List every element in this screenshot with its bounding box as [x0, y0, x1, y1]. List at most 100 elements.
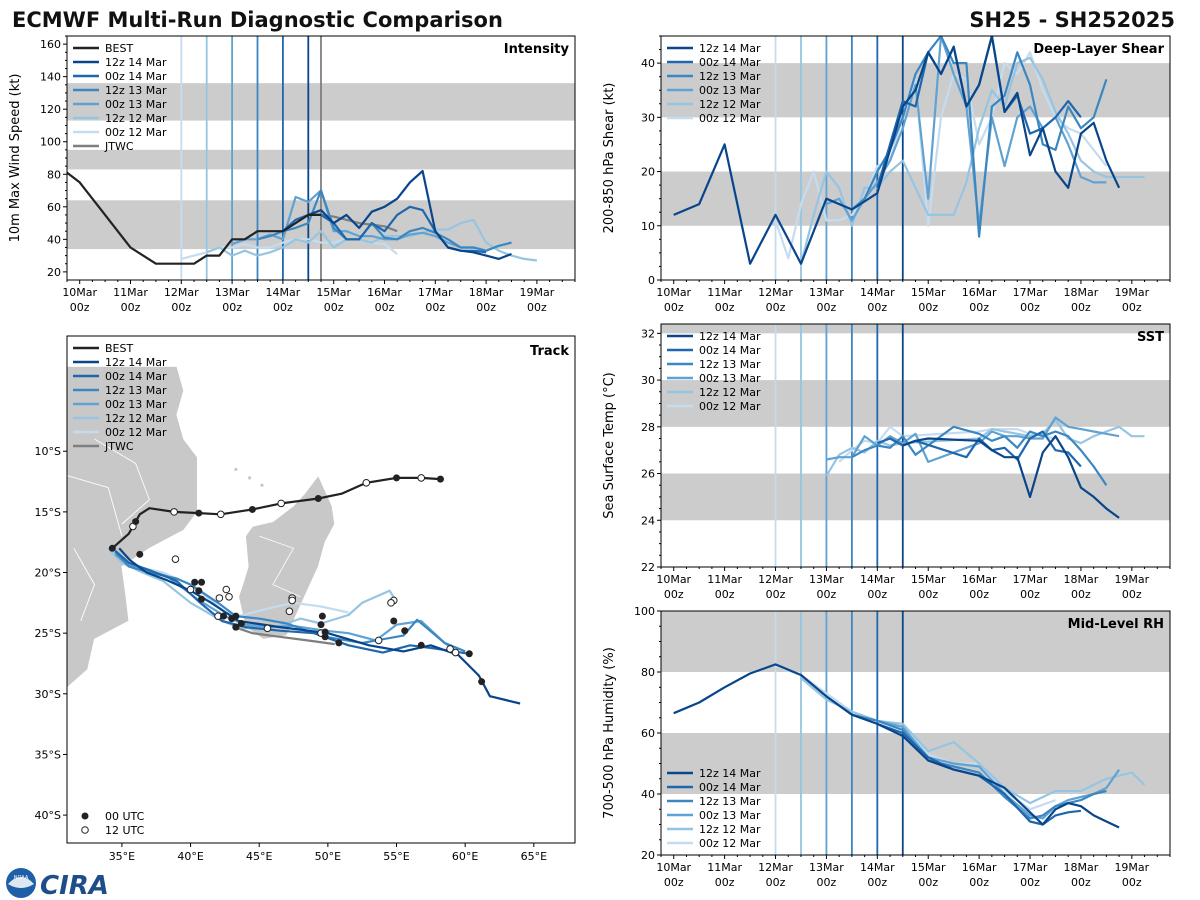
land-island: [248, 476, 252, 480]
noaa-wave-icon: [8, 877, 34, 888]
x-tick-label-day: 13Mar: [809, 573, 844, 586]
x-tick-label-day: 16Mar: [367, 286, 402, 299]
legend-label: 00z 14 Mar: [699, 56, 761, 69]
x-tick-label-hour: 00z: [121, 301, 141, 314]
x-tick-label-hour: 00z: [867, 588, 887, 601]
lat-tick-label: 10°S: [35, 445, 61, 458]
land-island: [260, 483, 264, 487]
legend-label: 00z 14 Mar: [105, 370, 167, 383]
y-tick-label: 80: [47, 168, 61, 181]
legend-label: 00z 14 Mar: [699, 781, 761, 794]
track-marker-12utc: [263, 624, 272, 633]
country-border: [94, 438, 150, 525]
x-tick-label-day: 19Mar: [1114, 861, 1149, 874]
x-tick-label-hour: 00z: [527, 301, 547, 314]
legend-label: BEST: [105, 42, 133, 55]
y-axis-label: 10m Max Wind Speed (kt): [8, 74, 23, 243]
x-tick-label-hour: 00z: [1020, 588, 1040, 601]
x-tick-label-day: 19Mar: [520, 286, 555, 299]
x-tick-label-day: 15Mar: [911, 861, 946, 874]
y-tick-label: 120: [40, 103, 61, 116]
y-tick-label: 40: [641, 57, 655, 70]
series-line-best: [67, 171, 321, 265]
panel-title: Deep-Layer Shear: [1033, 42, 1164, 57]
x-tick-label-day: 17Mar: [1013, 286, 1048, 299]
x-tick-label-hour: 00z: [715, 301, 735, 314]
legend-label: 12z 12 Mar: [699, 386, 761, 399]
marker-legend-00utc: [81, 812, 89, 820]
y-tick-label: 100: [40, 136, 61, 149]
series-line-12z-12-mar: [800, 677, 1146, 805]
x-tick-label-day: 13Mar: [809, 861, 844, 874]
y-tick-label: 10: [641, 220, 655, 233]
x-tick-label-day: 11Mar: [707, 861, 742, 874]
track-marker-00utc: [195, 587, 203, 595]
x-tick-label-day: 15Mar: [316, 286, 351, 299]
legend-label: BEST: [105, 342, 133, 355]
x-tick-label-hour: 00z: [1071, 876, 1091, 889]
x-tick-label-hour: 00z: [969, 876, 989, 889]
legend-label: 00z 12 Mar: [105, 426, 167, 439]
series-line-12z-13-mar: [257, 189, 512, 252]
x-tick-label-day: 10Mar: [62, 286, 97, 299]
x-tick-label-hour: 00z: [969, 301, 989, 314]
legend-label: 12z 14 Mar: [699, 330, 761, 343]
track-marker-00utc: [220, 612, 228, 620]
shaded-band: [661, 473, 1170, 521]
track-marker-12utc: [362, 478, 371, 487]
series-line-12z-14-mar: [673, 663, 1120, 829]
series-line-12z-14-mar: [902, 435, 1120, 519]
x-tick-label-hour: 00z: [476, 301, 496, 314]
track-line-00z-14-mar: [114, 549, 470, 655]
y-tick-label: 40: [47, 233, 61, 246]
x-tick-label-hour: 00z: [273, 301, 293, 314]
panel-title: Track: [530, 344, 569, 359]
track-marker-00utc: [237, 619, 245, 627]
track-line-12z-14-mar: [118, 547, 521, 705]
legend-label: 00z 13 Mar: [105, 398, 167, 411]
y-tick-label: 60: [641, 727, 655, 740]
track-marker-00utc: [195, 509, 203, 517]
track-marker-12utc: [374, 636, 383, 645]
x-tick-label-day: 19Mar: [1114, 286, 1149, 299]
track-marker-00utc: [335, 639, 343, 647]
lat-tick-label: 35°S: [35, 748, 61, 761]
series-line-12z-13-mar: [851, 425, 1108, 486]
lon-tick-label: 55°E: [383, 850, 409, 863]
track-marker-12utc: [387, 599, 395, 607]
y-axis-label: Sea Surface Temp (°C): [602, 372, 617, 519]
x-tick-label-hour: 00z: [70, 301, 90, 314]
x-tick-label-hour: 00z: [375, 301, 395, 314]
lon-tick-label: 50°E: [315, 850, 341, 863]
y-tick-label: 100: [634, 605, 655, 618]
y-tick-label: 30: [641, 111, 655, 124]
x-tick-label-hour: 00z: [867, 876, 887, 889]
panel-title: SST: [1137, 330, 1164, 345]
legend-label: 00z 12 Mar: [699, 112, 761, 125]
x-tick-label-day: 17Mar: [418, 286, 453, 299]
y-tick-label: 22: [641, 561, 655, 574]
plot-area: [67, 36, 575, 280]
track-marker-00utc: [132, 518, 140, 526]
legend-label: 12z 12 Mar: [699, 823, 761, 836]
legend-label: 00z 12 Mar: [105, 126, 167, 139]
legend-label: 00z 13 Mar: [699, 84, 761, 97]
x-tick-label-day: 11Mar: [707, 573, 742, 586]
x-tick-label-day: 16Mar: [962, 861, 997, 874]
lat-tick-label: 30°S: [35, 688, 61, 701]
x-tick-label-day: 10Mar: [656, 861, 691, 874]
y-tick-label: 20: [641, 166, 655, 179]
map-frame: [66, 335, 576, 844]
track-marker-00utc: [314, 495, 322, 503]
legend-label: 12z 13 Mar: [105, 384, 167, 397]
track-marker-00utc: [401, 627, 409, 635]
x-tick-label-hour: 00z: [817, 301, 837, 314]
track-marker-12utc: [417, 474, 426, 482]
noaa-seal-text: NOAA: [14, 875, 29, 881]
x-tick-label-day: 10Mar: [656, 573, 691, 586]
track-marker-00utc: [465, 650, 473, 658]
y-tick-label: 0: [648, 274, 655, 287]
